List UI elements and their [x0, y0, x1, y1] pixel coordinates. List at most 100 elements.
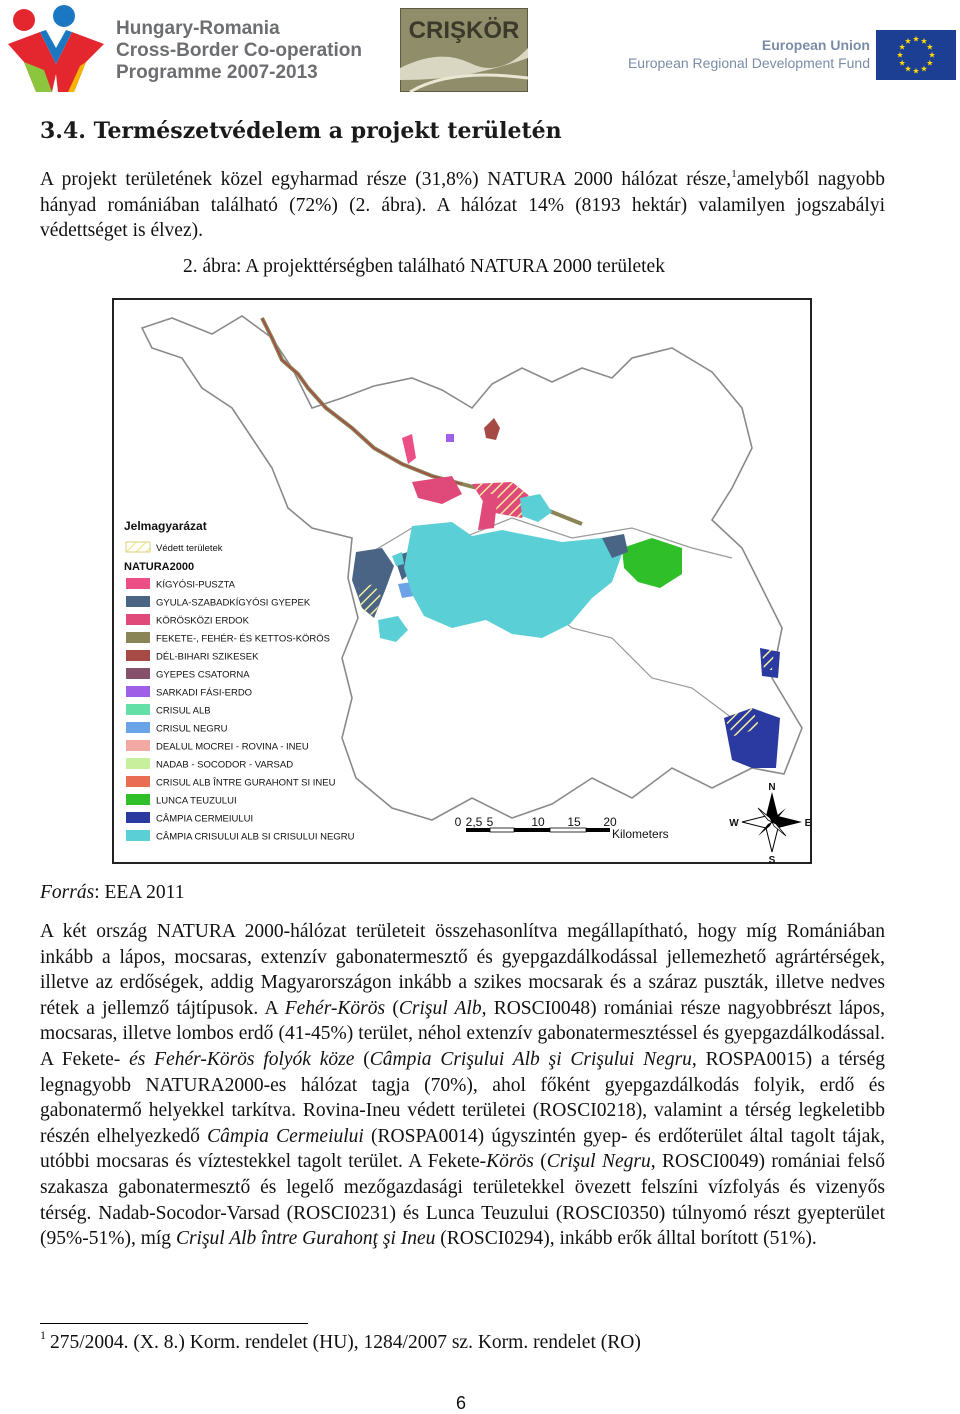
legend-protected-swatch	[125, 541, 151, 553]
scale-bar: 0 2,5 5 10 15 20 Kilometers	[455, 815, 669, 841]
eu-text: European Union European Regional Develop…	[627, 37, 870, 71]
legend-label: CRISUL ALB	[156, 706, 211, 717]
legend-items: KÍGYÓSI-PUSZTA GYULA-SZABADKÍGYÓSI GYEPEK…	[126, 578, 355, 843]
italic-term: Körös	[486, 1151, 534, 1173]
italic-term: Câmpia Crişului Alb şi Crişului Negru	[369, 1048, 692, 1070]
legend-swatch	[126, 578, 150, 589]
page-number: 6	[456, 1393, 467, 1413]
eu-star	[899, 59, 906, 66]
site-lunca-teuzului	[622, 538, 682, 588]
eu-star	[928, 51, 936, 58]
legend-natura-title: NATURA2000	[124, 561, 194, 573]
text-run: (	[385, 997, 399, 1019]
legend-swatch	[126, 740, 150, 751]
scale-tick-label: 2,5	[466, 815, 483, 829]
section-heading: 3.4. Természetvédelem a projekt területé…	[40, 118, 562, 144]
legend-label: DEALUL MOCREI - ROVINA - INEU	[156, 742, 309, 753]
text-run: , ROSPA0015) a térség legnagyobb NATURA2…	[40, 1048, 886, 1147]
legend-label: GYEPES CSATORNA	[156, 670, 250, 681]
eu-star	[912, 35, 920, 42]
footnote-divider	[40, 1323, 308, 1324]
natura-map: Jelmagyarázat Védett területek NATURA200…	[112, 298, 812, 866]
site-sarkadi-fasi-erdo	[446, 434, 454, 442]
river-corridor-inner	[261, 317, 463, 485]
figure-caption: 2. ábra: A projekttérségben található NA…	[183, 256, 665, 277]
italic-term: Crişul Negru	[546, 1151, 651, 1173]
eu-star	[920, 65, 928, 72]
legend-swatch	[126, 596, 150, 607]
italic-term: Crişul Alb	[398, 997, 482, 1019]
legend-label: FEKETE-, FEHÉR- ÉS KETTOS-KÖRÖS	[156, 634, 330, 645]
intro-paragraph: A projekt területének közel egyharmad ré…	[40, 168, 885, 242]
eu-logo: European Union European Regional Develop…	[610, 30, 960, 80]
eu-star	[912, 67, 920, 74]
legend-swatch	[126, 686, 150, 697]
site-del-bihari-szikesek	[484, 418, 500, 440]
legend-label: CRISUL NEGRU	[156, 724, 228, 735]
italic-term: Crişul Alb între Gurahonţ şi Ineu	[175, 1228, 436, 1250]
compass-rose-icon: N S E W	[729, 782, 812, 866]
legend-protected-label: Védett területek	[156, 543, 223, 554]
figure-source: Forrás: EEA 2011	[40, 882, 185, 903]
legend-swatch	[126, 812, 150, 823]
text-run: A két ország NATURA 2000-hálózat terület…	[40, 921, 885, 1019]
programme-title: Hungary-Romania Cross-Border Co-operation…	[116, 18, 362, 83]
legend-swatch	[126, 830, 150, 841]
legend-swatch	[126, 722, 150, 733]
footnote-ref[interactable]: 1	[731, 168, 737, 180]
scale-unit: Kilometers	[612, 827, 669, 841]
eu-star	[920, 37, 928, 44]
text-run: (ROSCI0294), inkább erők álltal borított…	[435, 1228, 817, 1250]
legend-swatch	[126, 758, 150, 769]
legend-swatch	[126, 794, 150, 805]
eu-star	[904, 37, 912, 44]
scale-tick-label: 20	[603, 815, 617, 829]
scale-tick-label: 15	[567, 815, 581, 829]
eu-star	[899, 43, 906, 50]
compass-n: N	[768, 782, 775, 793]
svg-text:CRIŞKÖR: CRIŞKÖR	[409, 17, 520, 44]
legend-label: CÂMPIA CERMEIULUI	[156, 814, 253, 825]
eu-flag-icon	[876, 30, 956, 80]
natura-map-svg: Jelmagyarázat Védett területek NATURA200…	[112, 298, 812, 866]
hungary-romania-programme-logo	[8, 5, 104, 92]
programme-logo: Hungary-Romania Cross-Border Co-operation…	[4, 4, 362, 96]
text-run: (	[533, 1151, 547, 1173]
eu-star	[904, 65, 912, 72]
legend-swatch	[126, 614, 150, 625]
site-kigyosi-puszta	[402, 434, 416, 464]
legend-swatch	[126, 776, 150, 787]
criskor-logo: CRIŞKÖR	[399, 7, 529, 94]
legend-label: CÂMPIA CRISULUI ALB SI CRISULUI NEGRU	[156, 832, 355, 843]
legend-swatch	[126, 650, 150, 661]
text-run: , ROSCI0049) romániai felső szakasza gab…	[40, 1151, 885, 1250]
compass-s: S	[769, 855, 776, 864]
scale-tick-label: 5	[487, 815, 494, 829]
compass-w: W	[729, 818, 739, 829]
legend-label: KÍGYÓSI-PUSZTA	[156, 580, 236, 591]
site-campia-crisului	[404, 522, 622, 638]
map-legend: Jelmagyarázat Védett területek NATURA200…	[124, 519, 355, 843]
legend-label: DÉL-BIHARI SZIKESEK	[156, 652, 259, 663]
scale-tick-label: 0	[455, 815, 462, 829]
legend-swatch	[126, 704, 150, 715]
legend-label: NADAB - SOCODOR - VARSAD	[156, 760, 293, 771]
legend-label: SARKADI FÁSI-ERDO	[156, 688, 252, 699]
project-area-outline	[140, 315, 803, 821]
footnote: 1 275/2004. (X. 8.) Korm. rendelet (HU), …	[40, 1328, 641, 1353]
legend-swatch	[126, 632, 150, 643]
text-run: (ROSPA0014) úgyszintén gyep- és erdőterü…	[40, 1125, 885, 1173]
compass-e: E	[805, 818, 812, 829]
text-run: (	[354, 1048, 370, 1070]
legend-label: KÖRÖSKÖZI ERDOK	[156, 616, 250, 627]
legend-label: LUNCA TEUZULUI	[156, 796, 237, 807]
eu-star	[926, 43, 933, 50]
site-koroskozi-erdok	[412, 476, 462, 504]
italic-term: Fehér-Körös	[284, 997, 386, 1019]
body-paragraph: A két ország NATURA 2000-hálózat terület…	[40, 919, 885, 1252]
text-run: , ROSCI0048) romániai része nagyobbrészt…	[40, 997, 885, 1070]
scale-tick-label: 10	[531, 815, 545, 829]
legend-label: GYULA-SZABADKÍGYÓSI GYEPEK	[156, 598, 311, 609]
legend-title: Jelmagyarázat	[124, 519, 207, 533]
eu-star	[926, 59, 933, 66]
